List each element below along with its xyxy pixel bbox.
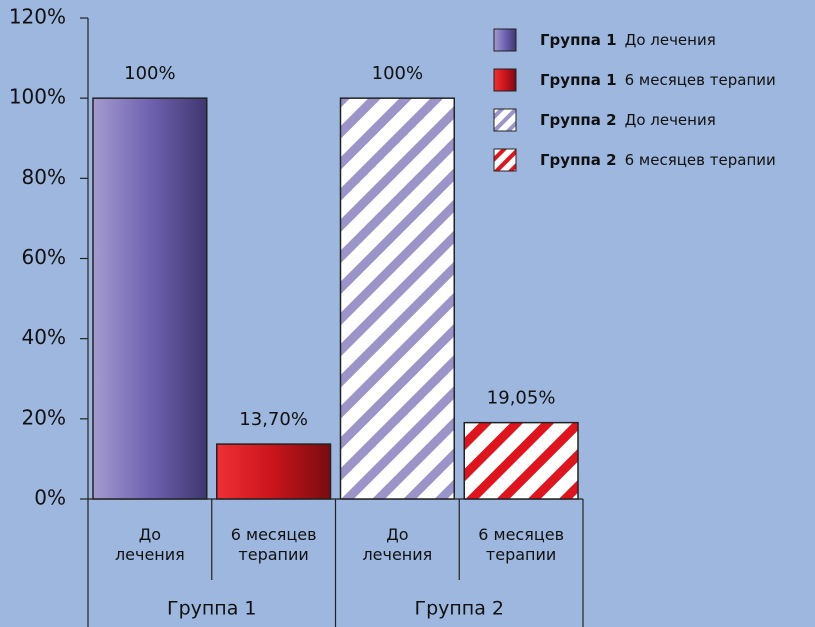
legend-category: 6 месяцев терапии	[625, 151, 776, 169]
y-tick-label: 120%	[9, 5, 66, 29]
group-label: Группа 1	[167, 598, 257, 620]
y-tick-label: 100%	[9, 85, 66, 109]
legend-label: Группа 1 6 месяцев терапии	[540, 71, 776, 89]
y-tick-label: 40%	[22, 325, 66, 349]
value-label: 100%	[124, 63, 175, 84]
bar	[92, 97, 208, 500]
y-tick-label: 0%	[34, 486, 66, 510]
value-label: 19,05%	[487, 388, 556, 409]
bar	[216, 443, 332, 500]
x-tick-label: До лечения	[114, 525, 185, 564]
legend-swatch	[493, 68, 517, 92]
legend-category: До лечения	[625, 31, 716, 49]
legend-category: До лечения	[625, 111, 716, 129]
y-tick-label: 60%	[22, 245, 66, 269]
value-label: 100%	[372, 63, 423, 84]
y-tick-label: 80%	[22, 165, 66, 189]
legend-label: Группа 1 До лечения	[540, 31, 716, 49]
legend-category: 6 месяцев терапии	[625, 71, 776, 89]
x-tick-label: 6 месяцев терапии	[478, 525, 564, 564]
legend-label: Группа 2 До лечения	[540, 111, 716, 129]
legend-swatch	[493, 28, 517, 52]
bar	[339, 97, 455, 500]
x-tick-label: До лечения	[362, 525, 433, 564]
group-label: Группа 2	[414, 598, 504, 620]
y-tick-label: 20%	[22, 405, 66, 429]
legend-group: Группа 1	[540, 71, 617, 89]
legend-group: Группа 2	[540, 151, 617, 169]
legend-label: Группа 2 6 месяцев терапии	[540, 151, 776, 169]
bar	[463, 421, 579, 500]
legend-swatch	[493, 108, 517, 132]
legend-group: Группа 1	[540, 31, 617, 49]
value-label: 13,70%	[239, 409, 308, 430]
x-tick-label: 6 месяцев терапии	[230, 525, 317, 564]
legend-swatch	[493, 148, 517, 172]
legend-group: Группа 2	[540, 111, 617, 129]
